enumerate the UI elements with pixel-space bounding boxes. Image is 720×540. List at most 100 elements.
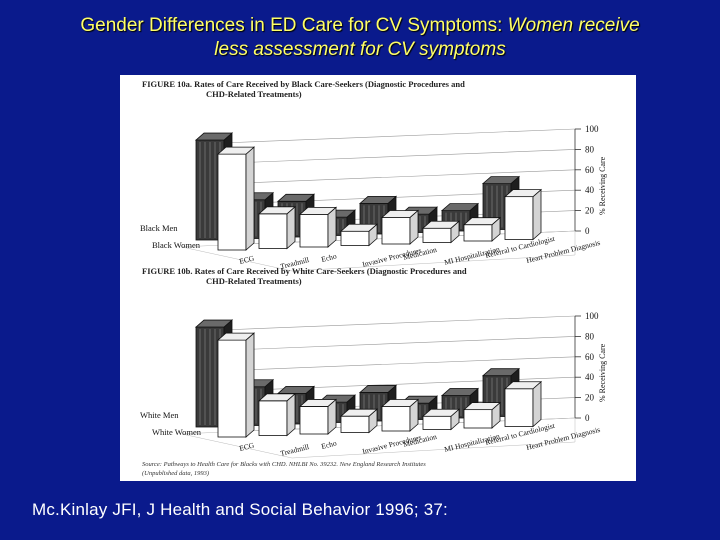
chart-b-bar-white-women-referral-to-cardiologist xyxy=(462,401,502,429)
chart-b-bar-white-women-echo-front xyxy=(299,406,329,435)
chart-a-legend-black-men: Black Men xyxy=(140,223,178,233)
chart-a-bar-black-women-invasive-procedures-front xyxy=(340,230,370,246)
chart-a-bar-black-men-echo-top xyxy=(276,193,316,202)
chart-b-bar-white-women-invasive-procedures-top xyxy=(339,408,379,417)
slide-title-line2: less assessment for CV symptoms xyxy=(0,38,720,62)
chart-b-ytick-label: 0 xyxy=(585,413,590,423)
chart-a-bar-black-women-medication xyxy=(380,209,420,245)
chart-b-bar-white-women-medication-front xyxy=(381,406,411,432)
chart-a-bar-black-women-invasive-procedures-top xyxy=(339,223,379,232)
chart-a-bar-black-men-heart-problem-diagnosis-top xyxy=(481,176,521,184)
chart-b-floor xyxy=(181,417,576,459)
chart-a-bar-black-women-echo xyxy=(298,206,338,248)
chart-a-ytick-label: 0 xyxy=(585,226,590,236)
chart-a-title-line2: CHD-Related Treatments) xyxy=(206,89,302,99)
chart-a-gridline xyxy=(221,128,576,144)
chart-a: 0 20 40 60 80 100 % Receiving Care Black Men Bla… xyxy=(140,124,607,272)
chart-a-xtick-ecg: ECG xyxy=(238,253,255,266)
chart-b-bar-white-women-referral-to-cardiologist-top xyxy=(462,402,502,411)
chart-a-bar-black-women-mi-hospitalization-top xyxy=(421,220,461,229)
chart-a-bar-black-women-treadmill-front xyxy=(258,213,288,249)
chart-a-ylabel: % Receiving Care xyxy=(598,156,607,215)
chart-b-ylabel: % Receiving Care xyxy=(598,343,607,402)
chart-b-title-line2: CHD-Related Treatments) xyxy=(206,276,302,286)
chart-a-bar-black-women-echo-top xyxy=(298,206,338,215)
chart-a-bar-black-women-treadmill-top xyxy=(257,206,297,215)
chart-a-bar-black-women-heart-problem-diagnosis-front xyxy=(504,196,534,240)
chart-a-bar-black-women-medication-front xyxy=(381,217,411,245)
chart-b-bar-white-women-medication-top xyxy=(380,399,420,407)
chart-b-xtick-treadmill: Treadmill xyxy=(279,442,310,458)
chart-a-bar-black-women-heart-problem-diagnosis xyxy=(503,188,543,241)
chart-b-legend-white-men: White Men xyxy=(140,410,179,420)
slide-title-line1: Gender Differences in ED Care for CV Sym… xyxy=(0,14,720,38)
chart-a-bar-black-men-medication-top xyxy=(358,196,398,204)
scanned-figure: FIGURE 10a. Rates of Care Received by Bl… xyxy=(120,75,636,481)
chart-b-bar-white-women-heart-problem-diagnosis-side xyxy=(532,380,542,428)
chart-b-ytick-label: 20 xyxy=(585,393,595,403)
chart-b-legend-white-women: White Women xyxy=(152,427,202,437)
chart-b-title-line1: FIGURE 10b. Rates of Care Received by Wh… xyxy=(142,266,467,276)
chart-a-bar-black-women-ecg-top xyxy=(216,146,256,155)
chart-a-legend-black-women: Black Women xyxy=(152,240,201,250)
bar-charts-svg: FIGURE 10a. Rates of Care Received by Bl… xyxy=(140,79,607,477)
chart-b-bar-white-women-heart-problem-diagnosis-top xyxy=(503,381,543,390)
chart-b-bar-white-women-ecg-side xyxy=(245,332,255,438)
source-note-line1: Source: Pathways to Health Care for Blac… xyxy=(142,461,426,468)
slide-title-italic-2: less assessment for CV symptoms xyxy=(214,39,506,60)
chart-b-bar-white-women-mi-hospitalization xyxy=(421,408,461,431)
chart-b-bar-white-women-treadmill-top xyxy=(257,393,297,402)
chart-b-ytick-label: 80 xyxy=(585,331,595,341)
chart-b-bar-white-women-medication xyxy=(380,398,420,432)
chart-a-gridline xyxy=(221,169,576,185)
chart-a-bar-black-women-invasive-procedures xyxy=(339,223,379,247)
chart-a-bar-black-men-referral-to-cardiologist-top xyxy=(440,203,480,212)
chart-b-bar-white-women-referral-to-cardiologist-front xyxy=(463,409,493,429)
chart-a-bar-black-men-ecg-top xyxy=(194,132,234,141)
chart-a-gridline xyxy=(221,149,576,164)
chart-b-ytick-label: 40 xyxy=(585,372,595,382)
chart-a-ytick-label: 80 xyxy=(585,144,595,154)
chart-b-bar-white-women-heart-problem-diagnosis-front xyxy=(504,388,534,427)
chart-b-bar-white-men-medication-top xyxy=(358,385,398,393)
chart-a-bar-black-women-treadmill xyxy=(257,205,297,250)
chart-a-bar-black-women-mi-hospitalization xyxy=(421,220,461,244)
chart-a-bar-black-women-medication-top xyxy=(380,210,420,218)
chart-a-ytick-label: 20 xyxy=(585,206,595,216)
chart-b-bar-white-women-mi-hospitalization-top xyxy=(421,408,461,417)
chart-a-bar-black-women-mi-hospitalization-front xyxy=(422,227,452,243)
chart-b-bar-white-men-heart-problem-diagnosis-top xyxy=(481,368,521,377)
chart-b-bar-white-women-echo-top xyxy=(298,399,338,407)
chart-a-bar-black-women-ecg xyxy=(216,146,256,251)
chart-a-bar-black-women-referral-to-cardiologist-front xyxy=(463,224,493,242)
chart-b-xtick-echo: Echo xyxy=(320,438,337,451)
chart-b-bar-white-women-treadmill-front xyxy=(258,400,288,436)
chart-a-bar-black-women-echo-front xyxy=(299,213,329,248)
chart-b-bar-white-women-invasive-procedures-front xyxy=(340,415,370,433)
chart-b-bar-white-women-ecg-top xyxy=(216,332,256,341)
chart-b-xtick-ecg: ECG xyxy=(238,440,255,453)
chart-a-bar-black-women-heart-problem-diagnosis-side xyxy=(532,188,542,241)
chart-a-bar-black-women-referral-to-cardiologist xyxy=(462,216,502,242)
chart-b-bar-white-men-echo-top xyxy=(276,385,316,394)
slide-title-plain: Gender Differences in ED Care for CV Sym… xyxy=(80,15,508,36)
chart-b-gridline xyxy=(221,356,576,372)
chart-a-bar-black-women-heart-problem-diagnosis-top xyxy=(503,189,543,198)
chart-a-bar-black-women-referral-to-cardiologist-top xyxy=(462,217,502,226)
chart-a-ytick-label: 40 xyxy=(585,185,595,195)
chart-b-bar-white-men-referral-to-cardiologist-top xyxy=(440,388,480,396)
citation: Mc.Kinlay JFI, J Health and Social Behav… xyxy=(32,500,448,519)
chart-b-bar-white-women-ecg xyxy=(216,332,256,438)
chart-b-bar-white-women-echo xyxy=(298,398,338,435)
chart-a-floor xyxy=(181,230,576,272)
chart-b-bar-white-women-heart-problem-diagnosis xyxy=(503,380,543,428)
slide-title-italic-1: Women receive xyxy=(507,15,640,36)
slide-title: Gender Differences in ED Care for CV Sym… xyxy=(0,14,720,62)
chart-a-bar-black-women-ecg-side xyxy=(245,146,255,251)
chart-b-bar-white-women-invasive-procedures xyxy=(339,408,379,434)
chart-a-bar-black-women-ecg-front xyxy=(217,153,247,251)
source-note-line2: (Unpublished data, 1993) xyxy=(142,470,209,477)
chart-b-bar-white-men-ecg-top xyxy=(194,319,234,328)
chart-b-ytick-label: 60 xyxy=(585,352,595,362)
chart-b-bar-white-women-mi-hospitalization-front xyxy=(422,415,452,430)
